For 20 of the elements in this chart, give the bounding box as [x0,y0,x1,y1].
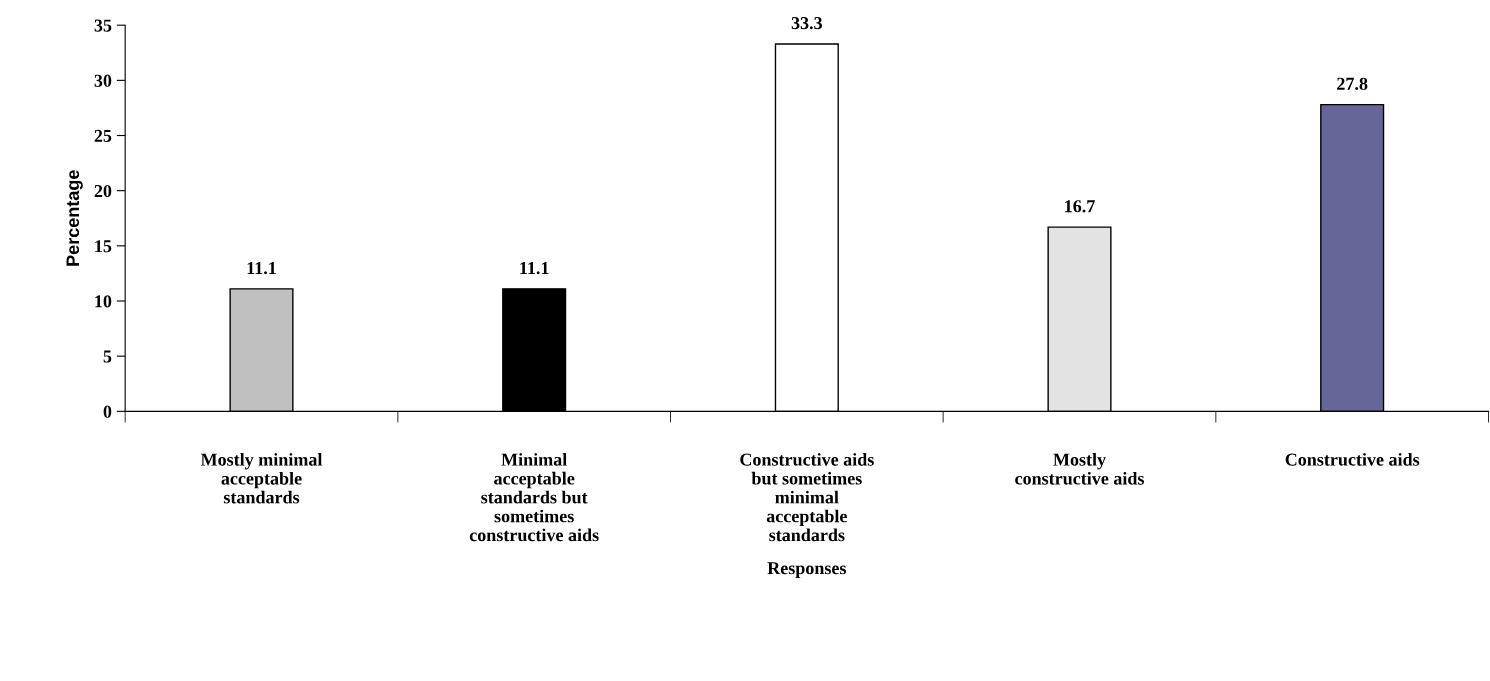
x-axis-title: Responses [767,562,847,578]
x-tick-label: Mostly constructive aids [1015,452,1145,485]
data-label: 27.8 [1337,77,1368,90]
data-label: 16.7 [1065,200,1095,213]
x-tick-label: Constructive aids [1285,452,1420,466]
y-axis-title: Percentage [66,170,83,266]
x-tick-label: Constructive aids but sometimes minimal acceptable standards [740,452,874,542]
y-tick-label: 20 [94,184,112,198]
y-tick-label: 10 [95,295,112,308]
x-tick-label: Mostly minimal acceptable standards [200,452,323,504]
data-label: 11.1 [520,261,549,275]
data-label: 33.3 [791,17,823,30]
y-tick-label: 35 [94,19,112,32]
y-tick-label: 30 [94,74,112,87]
y-tick-label: 5 [103,350,112,363]
x-tick-label: Minimal acceptable standards but sometimes constructive aids [469,452,599,542]
y-tick-label: 25 [94,129,112,142]
y-tick-label: 15 [95,240,112,253]
data-label: 11.1 [247,261,276,275]
y-tick-label: 0 [103,405,112,418]
